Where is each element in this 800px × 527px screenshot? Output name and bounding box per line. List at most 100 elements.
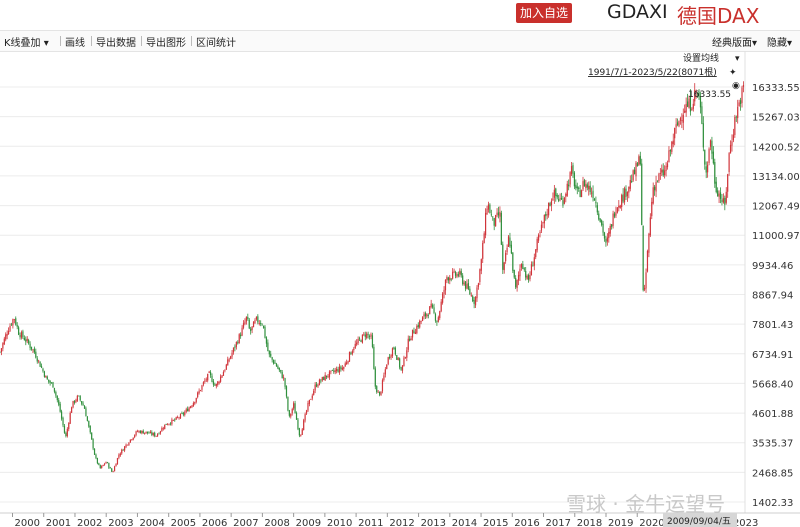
candle-body [682,114,684,123]
candle-body [527,275,530,280]
candle-body [315,384,318,387]
candle-body [327,376,329,378]
candle-body [664,170,666,176]
candle-body [52,382,54,388]
candle-body [495,215,497,227]
date-range-label[interactable]: 1991/7/1-2023/5/22(8071根) [588,66,717,78]
overlay-kline-menu[interactable]: K线叠加 ▾ [4,34,49,49]
candle-body [288,410,290,416]
candle-body [105,462,107,464]
max-price-label: 16333.55 [688,90,731,100]
price-chart[interactable]: 16333.55 15267.03 14200.52 13134.00 12067.49… [0,51,800,527]
candle-body [19,335,21,338]
add-to-watchlist-button[interactable]: 加入自选 [516,3,573,23]
candle-body [621,195,623,208]
candle-body [391,348,394,357]
candle-body [356,342,358,345]
candle-body [550,200,553,206]
candle-body [116,458,119,465]
draw-line-button[interactable]: 画线 [65,38,85,49]
candle-body [344,363,346,367]
candle-body [659,173,661,174]
toolbar-divider [60,36,61,46]
candle-body [517,274,520,281]
candle-body [159,431,162,434]
x-tick-label: 2002 [77,518,102,527]
candle-body [698,91,700,98]
candle-body [476,287,478,299]
ma-settings-link[interactable]: 设置均线 [683,52,719,64]
symbol-code: GDAXI [607,1,668,23]
candle-body [429,306,431,315]
candle-body [669,149,671,152]
candle-body [649,217,651,236]
candle-body [499,211,501,217]
x-tick-label: 2016 [514,518,539,527]
candle-body [142,430,144,434]
pin-icon[interactable]: ✦ [729,68,737,78]
candle-body [423,314,425,317]
candle-body [674,127,676,139]
candle-body [430,303,432,307]
candle-body [489,204,491,214]
candle-body [460,271,462,276]
candle-body [86,416,88,421]
dropdown-caret-icon: ▾ [787,38,793,49]
candle-body [189,406,192,408]
candle-body [686,101,689,107]
y-tick-label: 13134.00 [752,172,800,183]
candle-body [490,214,492,216]
eye-icon[interactable]: ◉ [732,81,740,91]
candle-body [275,363,278,367]
classic-layout-menu[interactable]: 经典版面▾ [712,34,757,49]
candle-body [651,201,653,217]
candle-body [536,238,538,251]
candle-body [370,334,372,337]
candle-body [436,321,438,323]
candle-body [433,307,435,313]
candle-body [546,214,548,216]
candle-body [103,463,106,465]
candle-body [62,417,64,426]
x-tick-label: 2013 [421,518,446,527]
hide-menu[interactable]: 隐藏▾ [767,34,792,49]
export-image-button[interactable]: 导出图形 [146,38,186,49]
candle-body [46,376,48,380]
candle-body [40,366,43,368]
candle-body [434,314,437,321]
candle-body [321,376,323,381]
candle-body [221,375,223,378]
candle-body [7,330,10,335]
crosshair-date-label: 2009/09/04/五 [667,517,731,527]
candle-body [73,400,76,403]
candle-body [60,411,63,419]
candle-body [36,358,38,362]
candle-body [635,162,637,177]
candle-body [218,381,220,383]
candle-body [5,334,7,340]
export-data-button[interactable]: 导出数据 [96,38,136,49]
candle-body [154,432,156,437]
candle-body [586,184,588,188]
candle-body [625,188,627,198]
candle-body [526,275,528,279]
candle-body [25,339,27,342]
toolbar-divider [91,36,92,46]
candle-body [431,305,434,308]
y-tick-label: 16333.55 [752,83,800,94]
candle-body [691,108,693,111]
candle-body [305,410,308,414]
candle-body [569,172,571,185]
range-stats-button[interactable]: 区间统计 [196,38,236,49]
candle-body [679,118,682,121]
candle-body [333,370,335,372]
candle-body [13,319,15,321]
candle-body [721,199,723,203]
candle-body [652,187,654,204]
candle-body [85,408,87,417]
candle-body [668,150,670,163]
candle-body [373,346,375,369]
candle-body [616,207,618,213]
candle-body [642,225,644,291]
candle-body [119,453,121,456]
